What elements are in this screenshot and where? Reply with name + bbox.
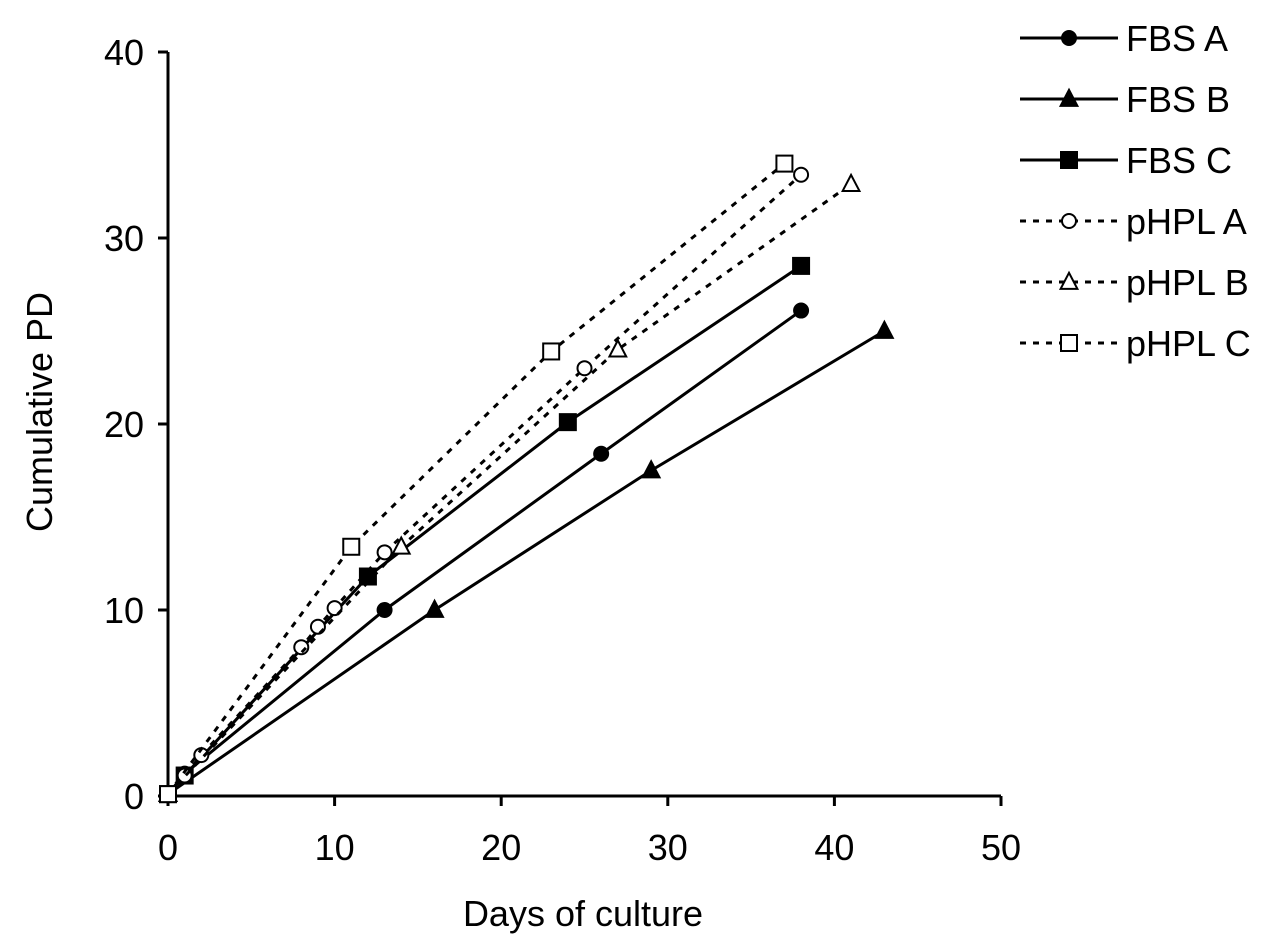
series-fbs-c	[159, 256, 811, 804]
y-tick-label: 40	[104, 32, 144, 73]
data-point	[576, 360, 593, 377]
data-point	[391, 535, 412, 555]
legend-item: FBS B	[1020, 79, 1230, 120]
series-line	[166, 182, 852, 796]
data-point	[376, 602, 393, 618]
legend-marker	[1060, 334, 1078, 352]
legend-label: FBS A	[1126, 18, 1228, 59]
series-phpl-a	[160, 166, 810, 803]
data-point	[792, 256, 811, 275]
data-point	[558, 413, 577, 432]
y-tick-label: 20	[104, 404, 144, 445]
legend-label: pHPL A	[1126, 201, 1247, 242]
legend-marker	[1061, 30, 1077, 46]
x-tick-label: 50	[981, 827, 1021, 868]
series-fbs-b	[157, 319, 895, 803]
series-layer	[157, 154, 895, 804]
y-tick-label: 30	[104, 218, 144, 259]
data-point	[424, 598, 445, 618]
x-tick-label: 20	[481, 827, 521, 868]
data-point	[641, 459, 662, 479]
data-point	[793, 166, 810, 183]
data-point	[607, 338, 628, 358]
series-fbs-a	[160, 302, 810, 803]
series-line	[166, 162, 786, 796]
legend-marker	[1058, 270, 1080, 290]
y-tick-label: 10	[104, 590, 144, 631]
data-point	[293, 639, 310, 656]
legend-label: FBS C	[1126, 140, 1232, 181]
data-point	[775, 154, 794, 173]
axes: 0 10 20 30 40 50 0 10 20 30 40	[104, 32, 1021, 868]
legend-item: FBS C	[1020, 140, 1232, 181]
legend-label: pHPL B	[1126, 262, 1249, 303]
series-line	[166, 264, 802, 796]
data-point	[358, 567, 377, 586]
legend-item: FBS A	[1020, 18, 1228, 59]
series-line	[167, 329, 886, 796]
legend-marker	[1060, 151, 1078, 169]
legend: FBS A FBS B FBS C pHPL A pHPL B pHPL C	[1020, 18, 1251, 364]
y-axis-label: Cumulative PD	[19, 292, 60, 532]
legend-item: pHPL B	[1020, 262, 1249, 303]
legend-label: FBS B	[1126, 79, 1230, 120]
data-point	[542, 342, 561, 361]
series-line	[166, 309, 802, 796]
data-point	[874, 319, 895, 339]
data-point	[793, 302, 810, 319]
series-line	[166, 173, 803, 796]
data-point	[593, 445, 610, 462]
data-point	[841, 172, 862, 192]
series-phpl-c	[159, 154, 794, 804]
data-point	[159, 785, 177, 804]
legend-marker	[1058, 87, 1080, 107]
legend-label: pHPL C	[1126, 323, 1251, 364]
x-tick-label: 10	[315, 827, 355, 868]
legend-item: pHPL C	[1020, 323, 1251, 364]
legend-item: pHPL A	[1020, 201, 1247, 242]
x-tick-label: 40	[814, 827, 854, 868]
x-tick-label: 0	[158, 827, 178, 868]
legend-marker	[1061, 213, 1077, 229]
y-tick-label: 0	[124, 776, 144, 817]
data-point	[342, 537, 361, 556]
x-tick-label: 30	[648, 827, 688, 868]
x-axis-label: Days of culture	[463, 893, 703, 934]
data-point	[376, 544, 393, 561]
